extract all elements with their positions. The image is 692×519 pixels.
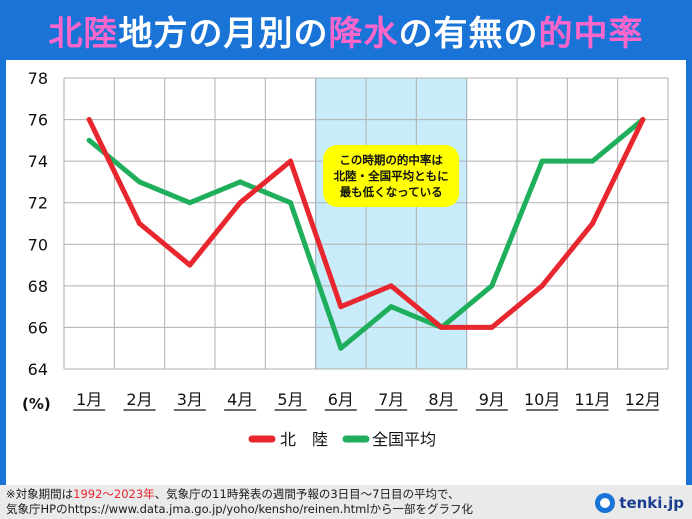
footer: ※対象期間は1992～2023年、気象庁の11時発表の週間予報の3日目～7日目の…: [0, 485, 692, 519]
highlight-band: [315, 78, 467, 369]
x-tick-label: 9月: [479, 390, 505, 409]
y-tick-label: 72: [28, 194, 48, 213]
data-point-hokuriku: [237, 200, 243, 206]
title-part-precip: 降水: [328, 13, 399, 54]
x-tick-label: 4月: [227, 390, 253, 409]
data-point-national: [539, 158, 545, 164]
x-tick-label: 10月: [524, 390, 560, 409]
title-part-rate: 的中率: [538, 13, 644, 54]
annotation-text: 最も低くなっている: [340, 185, 443, 199]
y-tick-label: 76: [28, 111, 48, 130]
data-point-hokuriku: [187, 262, 193, 268]
footer-line2: 気象庁HPのhttps://www.data.jma.go.jp/yoho/ke…: [6, 502, 474, 516]
footer-note: ※対象期間は1992～2023年、気象庁の11時発表の週間予報の3日目～7日目の…: [6, 487, 596, 517]
data-point-hokuriku: [137, 221, 142, 226]
data-point-hokuriku: [338, 304, 344, 310]
y-axis-unit-label: (%): [22, 395, 51, 413]
data-point-national: [137, 179, 142, 185]
x-tick-label: 7月: [378, 390, 404, 409]
footer-years: 1992～2023年: [73, 487, 155, 501]
footer-line1-rest: 、気象庁の11時発表の週間予報の3日目～7日目の平均で、: [154, 487, 460, 501]
data-point-national: [489, 283, 495, 289]
footer-prefix: ※対象期間は: [6, 487, 74, 501]
x-tick-label: 6月: [328, 390, 354, 409]
data-point-national: [187, 200, 193, 206]
y-tick-label: 66: [28, 318, 48, 337]
x-tick-label: 1月: [76, 390, 102, 409]
data-point-hokuriku: [86, 117, 92, 123]
data-point-hokuriku: [388, 283, 394, 289]
chart-title: 北陸 地方の月別の 降水 の有無の 的中率: [0, 0, 692, 60]
data-point-national: [237, 179, 243, 185]
title-part-mid2: の有無の: [398, 13, 539, 54]
chart-panel: 64 66 68 70 72 74 76 78 (%) 1月 2月 3月 4月 5月 6月 7月 8月 9月 10月…: [6, 60, 686, 485]
title-part-mid1: 地方の月別の: [118, 13, 329, 54]
title-part-region: 北陸: [48, 13, 119, 54]
data-point-hokuriku: [539, 283, 545, 289]
x-tick-label: 2月: [126, 390, 152, 409]
data-point-hokuriku: [288, 158, 293, 164]
data-point-national: [86, 137, 92, 143]
x-tick-label: 8月: [428, 390, 454, 409]
legend-label-hokuriku: 北 陸: [280, 430, 328, 449]
y-tick-label: 70: [28, 235, 48, 254]
x-tick-label: 12月: [625, 390, 661, 409]
x-tick-label: 11月: [574, 390, 610, 409]
annotation-text: 北陸・全国平均ともに: [334, 169, 449, 183]
tenki-logo[interactable]: tenki.jp: [595, 492, 684, 514]
data-point-hokuriku: [590, 221, 595, 226]
series-line-national: [86, 117, 646, 351]
annotation-callout: [323, 145, 460, 207]
tenki-logo-icon: [595, 493, 616, 513]
annotation-text: この時期の的中率は: [339, 153, 443, 167]
data-point-national: [338, 345, 344, 351]
data-point-national: [288, 200, 293, 206]
data-point-hokuriku: [489, 324, 495, 330]
x-tick-label: 5月: [277, 390, 303, 409]
data-point-hokuriku: [640, 117, 646, 123]
y-tick-label: 64: [28, 360, 48, 379]
data-point-national: [388, 304, 394, 310]
y-tick-label: 78: [28, 69, 48, 88]
data-point-national: [590, 158, 595, 164]
logo-text: tenki.jp: [619, 494, 684, 512]
x-tick-label: 3月: [177, 390, 203, 409]
series-line-hokuriku: [86, 117, 646, 330]
legend-label-national: 全国平均: [372, 430, 436, 449]
data-point-hokuriku: [439, 324, 444, 330]
y-tick-label: 74: [28, 152, 48, 171]
line-chart: 64 66 68 70 72 74 76 78 (%) 1月 2月 3月 4月 5月 6月 7月 8月 9月 10月…: [22, 69, 669, 449]
y-tick-label: 68: [28, 277, 48, 296]
